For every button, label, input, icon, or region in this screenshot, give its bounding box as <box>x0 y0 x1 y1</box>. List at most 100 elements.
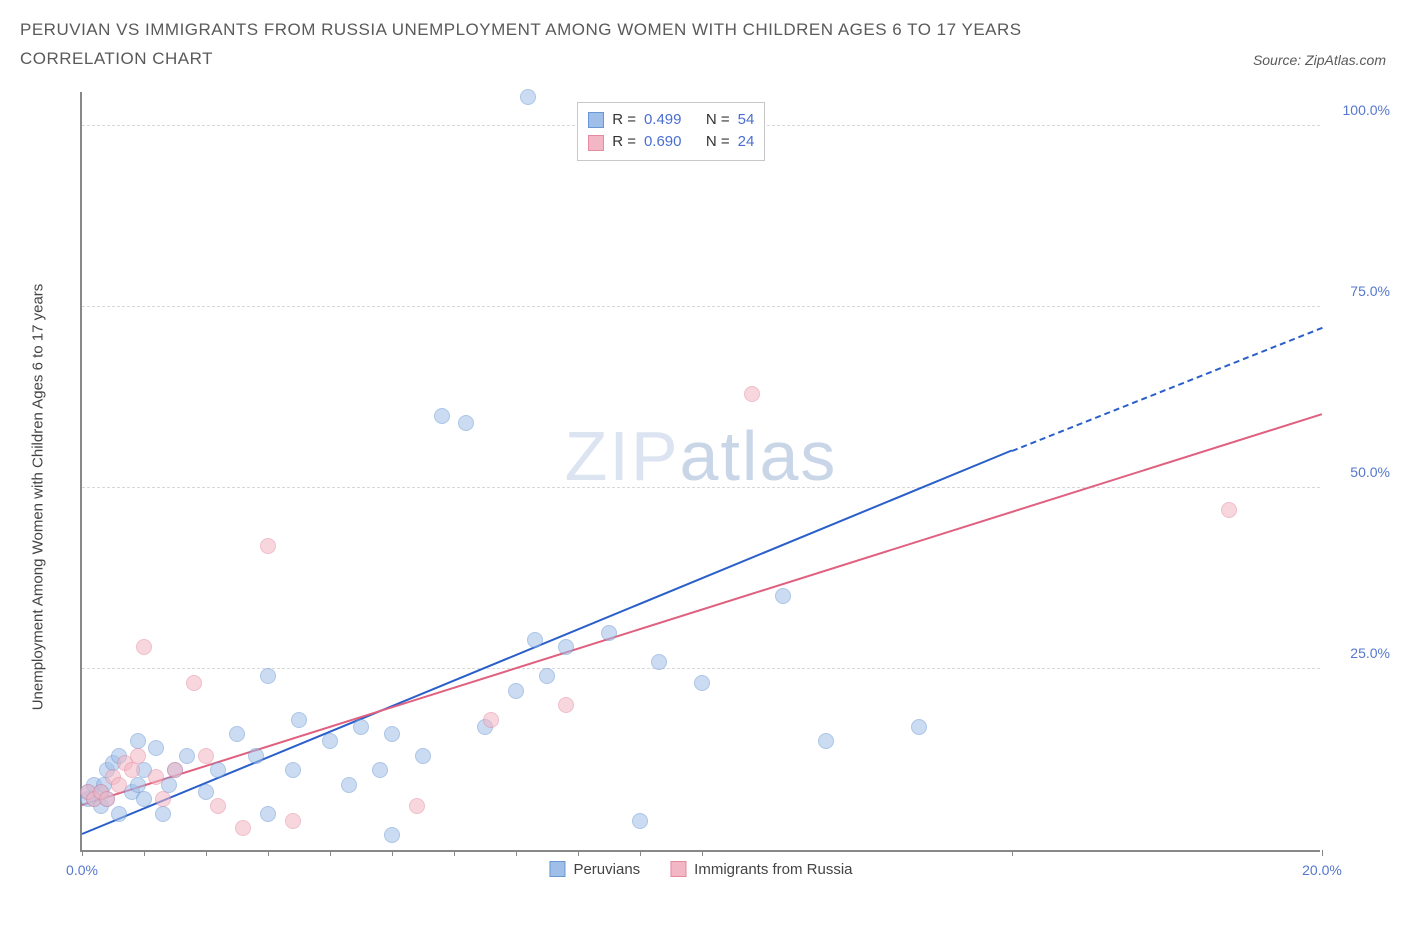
data-point-russia <box>99 791 115 807</box>
y-tick-label: 50.0% <box>1330 464 1390 480</box>
chart-container: Unemployment Among Women with Children A… <box>20 82 1386 912</box>
data-point-peruvians <box>260 668 276 684</box>
data-point-peruvians <box>539 668 555 684</box>
data-point-peruvians <box>198 784 214 800</box>
grid-line <box>82 306 1320 307</box>
r-label: R = <box>612 109 636 132</box>
y-axis-title: Unemployment Among Women with Children A… <box>30 283 47 710</box>
stats-row-russia: R = 0.690 N = 24 <box>588 131 754 154</box>
data-point-peruvians <box>818 733 834 749</box>
data-point-peruvians <box>179 748 195 764</box>
watermark-part-a: ZIP <box>565 417 680 495</box>
x-tick <box>206 850 207 856</box>
data-point-russia <box>260 538 276 554</box>
stats-row-peruvians: R = 0.499 N = 54 <box>588 109 754 132</box>
data-point-peruvians <box>384 827 400 843</box>
legend-item-peruvians: Peruvians <box>549 861 640 878</box>
data-point-peruvians <box>111 806 127 822</box>
y-tick-label: 75.0% <box>1330 283 1390 299</box>
data-point-russia <box>186 675 202 691</box>
data-point-peruvians <box>372 762 388 778</box>
data-point-peruvians <box>384 726 400 742</box>
n-label: N = <box>706 109 730 132</box>
x-tick <box>330 850 331 856</box>
data-point-russia <box>111 777 127 793</box>
x-tick <box>454 850 455 856</box>
data-point-russia <box>558 697 574 713</box>
data-point-peruvians <box>458 415 474 431</box>
x-tick <box>640 850 641 856</box>
data-point-peruvians <box>775 588 791 604</box>
data-point-russia <box>148 769 164 785</box>
legend-item-russia: Immigrants from Russia <box>670 861 852 878</box>
data-point-peruvians <box>558 639 574 655</box>
y-tick-label: 25.0% <box>1330 645 1390 661</box>
x-tick-label: 0.0% <box>66 862 98 878</box>
x-tick <box>144 850 145 856</box>
source-label: Source: ZipAtlas.com <box>1253 52 1386 74</box>
data-point-peruvians <box>520 89 536 105</box>
data-point-peruvians <box>248 748 264 764</box>
x-tick <box>1322 850 1323 856</box>
y-tick-label: 100.0% <box>1330 102 1390 118</box>
watermark: ZIPatlas <box>565 416 838 496</box>
data-point-peruvians <box>911 719 927 735</box>
plot-area: ZIPatlas 25.0%50.0%75.0%100.0%0.0%20.0%R… <box>80 92 1320 852</box>
stats-box: R = 0.499 N = 54R = 0.690 N = 24 <box>577 102 765 161</box>
data-point-russia <box>167 762 183 778</box>
data-point-peruvians <box>508 683 524 699</box>
data-point-russia <box>210 798 226 814</box>
data-point-russia <box>198 748 214 764</box>
x-tick <box>268 850 269 856</box>
data-point-peruvians <box>291 712 307 728</box>
x-tick <box>82 850 83 856</box>
data-point-peruvians <box>322 733 338 749</box>
swatch-russia <box>588 135 604 151</box>
r-label: R = <box>612 131 636 154</box>
data-point-russia <box>235 820 251 836</box>
grid-line <box>82 487 1320 488</box>
swatch-peruvians <box>588 112 604 128</box>
trend-line <box>82 414 1323 807</box>
data-point-russia <box>483 712 499 728</box>
data-point-peruvians <box>285 762 301 778</box>
data-point-peruvians <box>694 675 710 691</box>
legend-swatch-peruvians <box>549 861 565 877</box>
data-point-peruvians <box>210 762 226 778</box>
data-point-russia <box>1221 502 1237 518</box>
data-point-peruvians <box>341 777 357 793</box>
trend-line <box>1012 327 1323 452</box>
n-value: 24 <box>738 131 755 154</box>
x-tick-label: 20.0% <box>1302 862 1342 878</box>
data-point-peruvians <box>229 726 245 742</box>
chart-title: PERUVIAN VS IMMIGRANTS FROM RUSSIA UNEMP… <box>20 16 1120 74</box>
legend-swatch-russia <box>670 861 686 877</box>
data-point-russia <box>409 798 425 814</box>
r-value: 0.499 <box>644 109 682 132</box>
data-point-peruvians <box>155 806 171 822</box>
data-point-russia <box>285 813 301 829</box>
watermark-part-b: atlas <box>680 417 838 495</box>
x-tick <box>702 850 703 856</box>
data-point-peruvians <box>353 719 369 735</box>
data-point-peruvians <box>260 806 276 822</box>
x-tick <box>578 850 579 856</box>
data-point-peruvians <box>136 791 152 807</box>
legend-label: Peruvians <box>573 861 640 878</box>
data-point-peruvians <box>632 813 648 829</box>
r-value: 0.690 <box>644 131 682 154</box>
data-point-peruvians <box>527 632 543 648</box>
data-point-peruvians <box>601 625 617 641</box>
n-label: N = <box>706 131 730 154</box>
data-point-peruvians <box>434 408 450 424</box>
legend: Peruvians Immigrants from Russia <box>549 861 852 878</box>
data-point-russia <box>130 748 146 764</box>
data-point-russia <box>744 386 760 402</box>
data-point-russia <box>124 762 140 778</box>
n-value: 54 <box>738 109 755 132</box>
x-tick <box>516 850 517 856</box>
data-point-peruvians <box>651 654 667 670</box>
data-point-russia <box>136 639 152 655</box>
data-point-peruvians <box>148 740 164 756</box>
legend-label: Immigrants from Russia <box>694 861 852 878</box>
